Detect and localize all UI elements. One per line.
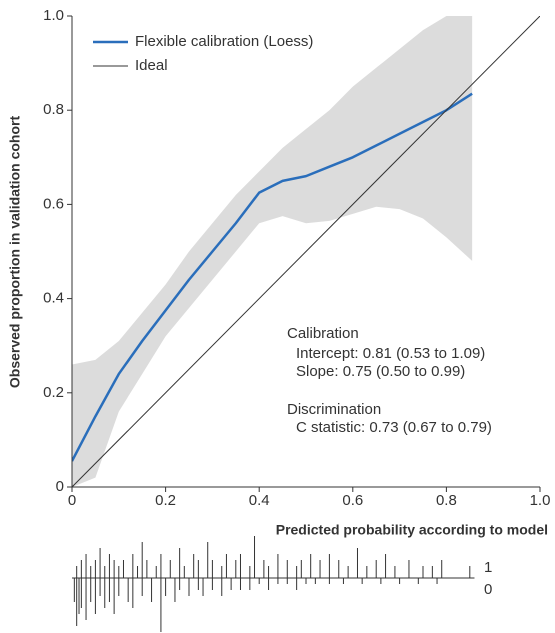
annotation: Discrimination	[287, 401, 381, 418]
x-axis-label: Predicted probability according to model	[276, 522, 548, 538]
y-axis-label: Observed proportion in validation cohort	[7, 116, 23, 389]
y-tick-label: 0.6	[43, 195, 64, 212]
confidence-band	[72, 16, 473, 487]
x-tick-label: 0.4	[249, 492, 270, 509]
y-tick-label: 0.4	[43, 290, 64, 307]
rug-label: 0	[484, 581, 492, 598]
x-tick-label: 0.2	[155, 492, 176, 509]
x-tick-label: 1.0	[530, 492, 551, 509]
annotation: Calibration	[287, 325, 359, 342]
x-tick-label: 0	[68, 492, 76, 509]
y-tick-label: 0.8	[43, 101, 64, 118]
rug-label: 1	[484, 559, 492, 576]
y-tick-label: 0.2	[43, 384, 64, 401]
legend-label: Flexible calibration (Loess)	[135, 33, 313, 50]
x-tick-label: 0.8	[436, 492, 457, 509]
annotation: Intercept: 0.81 (0.53 to 1.09)	[296, 345, 485, 362]
ideal-line	[72, 16, 540, 487]
loess-curve	[72, 92, 473, 462]
annotation: C statistic: 0.73 (0.67 to 0.79)	[296, 419, 492, 436]
annotation: Slope: 0.75 (0.50 to 0.99)	[296, 363, 465, 380]
y-tick-label: 1.0	[43, 7, 64, 24]
x-tick-label: 0.6	[342, 492, 363, 509]
y-tick-label: 0	[56, 478, 64, 495]
legend-label: Ideal	[135, 57, 168, 74]
